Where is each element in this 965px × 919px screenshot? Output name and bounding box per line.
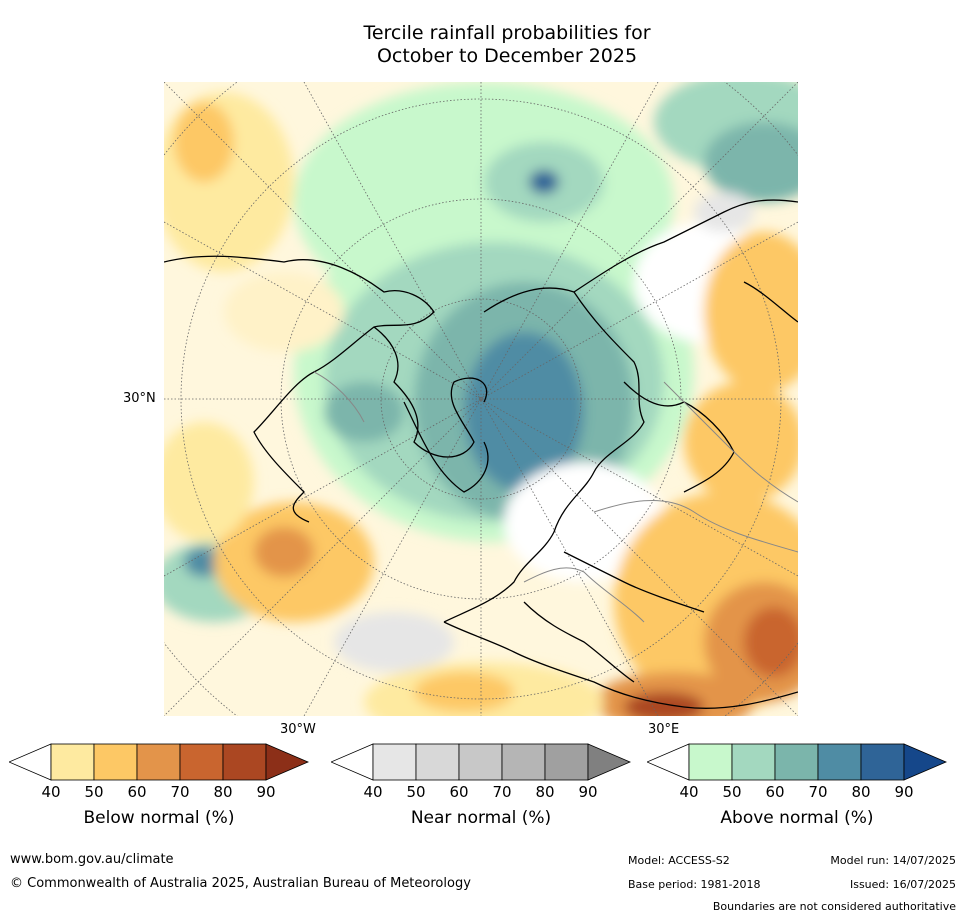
cbar2-tick: 60 xyxy=(449,783,469,801)
cbar3-tick: 90 xyxy=(894,783,914,801)
cbar3-tick: 40 xyxy=(679,783,699,801)
borders xyxy=(313,371,798,623)
colorbar-near-normal xyxy=(331,743,631,783)
colorbar-above-ticks: 40 50 60 70 80 90 xyxy=(647,783,947,801)
cbar2-seg-4 xyxy=(501,743,546,781)
cbar2-tick: 70 xyxy=(492,783,512,801)
cbar1-seg-1 xyxy=(50,743,95,781)
lat-label-30n: 30°N xyxy=(123,391,156,406)
probability-shading xyxy=(164,82,798,716)
cbar3-seg-2 xyxy=(731,743,776,781)
cbar3-tick: 80 xyxy=(851,783,871,801)
cbar1-low-triangle xyxy=(9,743,52,781)
cbar2-tick: 80 xyxy=(535,783,555,801)
colorbar-above-normal xyxy=(647,743,947,783)
cbar3-seg-5 xyxy=(860,743,905,781)
colorbar-below-normal xyxy=(9,743,309,783)
cbar1-seg-3 xyxy=(136,743,181,781)
title-line-2: October to December 2025 xyxy=(376,45,638,67)
cbar1-tick: 60 xyxy=(127,783,147,801)
colorbar-near-label: Near normal (%) xyxy=(410,808,552,828)
title-line-1: Tercile rainfall probabilities for xyxy=(363,22,651,44)
issued-date: Issued: 16/07/2025 xyxy=(849,878,956,891)
cbar3-tick: 70 xyxy=(808,783,828,801)
cbar2-seg-1 xyxy=(372,743,417,781)
colorbar-below-ticks: 40 50 60 70 80 90 xyxy=(9,783,309,801)
cbar2-seg-5 xyxy=(544,743,589,781)
cbar3-seg-1 xyxy=(688,743,733,781)
cbar3-seg-3 xyxy=(774,743,819,781)
cbar1-seg-5 xyxy=(222,743,267,781)
boundaries-disclaimer: Boundaries are not considered authoritat… xyxy=(712,900,956,913)
cbar2-high-triangle xyxy=(587,743,631,781)
model-run-date: Model run: 14/07/2025 xyxy=(830,854,956,867)
cbar2-tick: 90 xyxy=(578,783,598,801)
cbar3-low-triangle xyxy=(647,743,690,781)
cbar1-high-triangle xyxy=(265,743,309,781)
lon-label-30e: 30°E xyxy=(648,722,680,737)
cbar3-high-triangle xyxy=(903,743,947,781)
cbar2-low-triangle xyxy=(331,743,374,781)
cbar1-seg-4 xyxy=(179,743,224,781)
cbar1-tick: 80 xyxy=(213,783,233,801)
coastlines xyxy=(164,199,798,709)
cbar2-seg-3 xyxy=(458,743,503,781)
map-title: Tercile rainfall probabilities for Octob… xyxy=(0,22,965,68)
website-link[interactable]: www.bom.gov.au/climate xyxy=(10,852,174,867)
cbar1-tick: 50 xyxy=(84,783,104,801)
colorbar-below-label: Below normal (%) xyxy=(83,808,235,828)
rainfall-probability-map xyxy=(164,82,798,716)
base-period: Base period: 1981-2018 xyxy=(628,878,761,891)
cbar3-tick: 60 xyxy=(765,783,785,801)
colorbar-near-ticks: 40 50 60 70 80 90 xyxy=(331,783,631,801)
cbar1-seg-2 xyxy=(93,743,138,781)
cbar1-tick: 40 xyxy=(41,783,61,801)
cbar2-seg-2 xyxy=(415,743,460,781)
cbar3-tick: 50 xyxy=(722,783,742,801)
cbar2-tick: 50 xyxy=(406,783,426,801)
colorbar-above-label: Above normal (%) xyxy=(720,808,874,828)
cbar2-tick: 40 xyxy=(363,783,383,801)
lon-label-30w: 30°W xyxy=(280,722,316,737)
cbar1-tick: 90 xyxy=(256,783,276,801)
cbar1-tick: 70 xyxy=(170,783,190,801)
model-name: Model: ACCESS-S2 xyxy=(628,854,730,867)
cbar3-seg-4 xyxy=(817,743,862,781)
copyright-text: © Commonwealth of Australia 2025, Austra… xyxy=(10,876,471,891)
